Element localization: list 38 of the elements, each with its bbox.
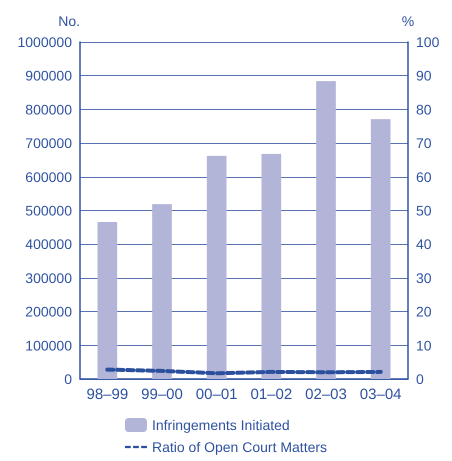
y2-axis-title: % — [402, 13, 414, 29]
y-axis-title: No. — [58, 13, 80, 29]
y2-tick-label: 90 — [416, 68, 432, 84]
y-tick-label: 200000 — [25, 304, 72, 320]
x-tick-label: 03–04 — [360, 386, 402, 403]
legend-label: Infringements Initiated — [152, 417, 290, 433]
y2-tick-label: 70 — [416, 135, 432, 152]
legend-label: Ratio of Open Court Matters — [152, 439, 328, 455]
y-tick-label: 600000 — [25, 168, 72, 185]
y2-tick-label: 60 — [416, 168, 432, 185]
y-tick-label: 900000 — [25, 68, 72, 84]
x-tick-label: 98–99 — [86, 386, 128, 403]
x-tick-label: 00–01 — [196, 386, 238, 403]
y-tick-label: 300000 — [25, 270, 72, 286]
bar — [316, 81, 336, 379]
y2-tick-label: 80 — [416, 101, 432, 118]
bar — [97, 222, 118, 379]
y-tick-label: 500000 — [25, 202, 72, 218]
y2-tick-label: 20 — [416, 304, 432, 320]
y2-tick-label: 30 — [416, 270, 432, 286]
bar — [261, 154, 282, 379]
y-tick-label: 800000 — [25, 101, 72, 118]
y-tick-label: 100000 — [25, 337, 72, 354]
y-tick-label: 1000000 — [17, 34, 72, 50]
y2-tick-label: 40 — [416, 236, 432, 252]
y2-tick-label: 0 — [416, 371, 424, 387]
bar — [152, 204, 172, 379]
x-tick-label: 02–03 — [305, 386, 347, 403]
x-tick-label: 01–02 — [250, 386, 292, 403]
bar — [206, 156, 227, 379]
y2-tick-label: 100 — [416, 34, 440, 50]
y-tick-label: 0 — [64, 371, 72, 387]
y2-tick-label: 50 — [416, 202, 432, 218]
y2-tick-label: 10 — [416, 337, 432, 354]
bar — [370, 119, 391, 379]
y-tick-label: 700000 — [25, 135, 72, 152]
y-tick-label: 400000 — [25, 236, 72, 252]
x-tick-label: 99–00 — [141, 386, 183, 403]
